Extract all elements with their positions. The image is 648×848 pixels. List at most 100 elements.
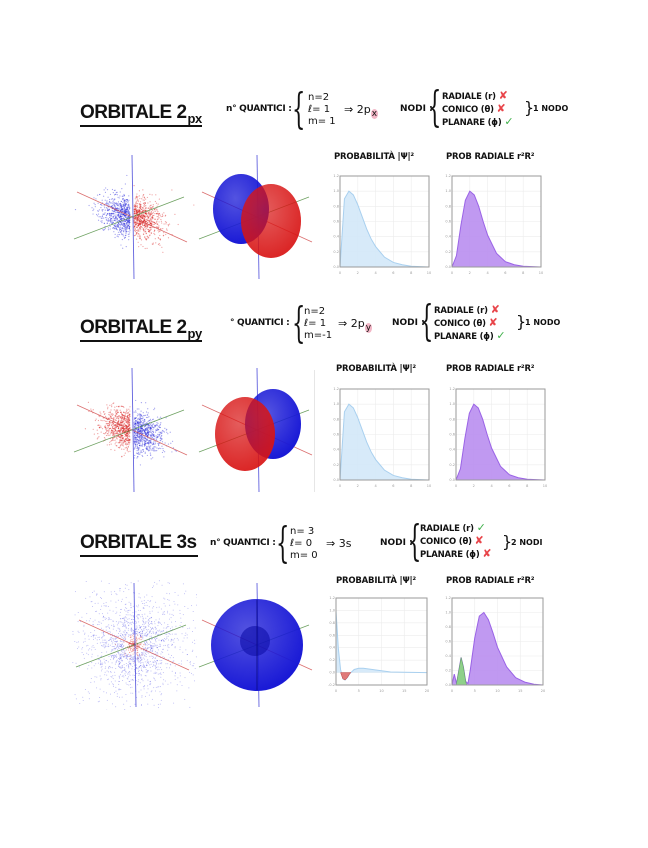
point: [167, 663, 169, 665]
point: [111, 205, 113, 207]
point: [137, 216, 139, 219]
point: [126, 220, 128, 222]
point: [117, 640, 119, 642]
point: [137, 655, 139, 657]
point: [153, 208, 156, 211]
point: [192, 631, 194, 633]
point: [136, 217, 138, 219]
point: [117, 234, 119, 236]
point: [143, 215, 145, 217]
point: [122, 641, 124, 643]
point: [108, 204, 110, 206]
point: [144, 220, 146, 222]
point: [121, 421, 124, 424]
point: [129, 438, 131, 441]
point: [109, 411, 111, 413]
point: [141, 216, 143, 218]
point: [115, 660, 117, 662]
point: [152, 655, 154, 657]
point: [135, 637, 137, 639]
point: [141, 654, 143, 656]
axis-y: [73, 409, 185, 453]
axis-z: [131, 367, 135, 493]
point: [142, 449, 144, 451]
point: [128, 624, 130, 626]
point: [154, 638, 156, 640]
point: [124, 440, 127, 442]
point: [135, 232, 138, 235]
point: [110, 414, 112, 416]
point: [157, 237, 160, 239]
point: [118, 220, 120, 222]
point: [110, 218, 112, 220]
point: [144, 425, 146, 427]
point: [126, 622, 128, 624]
point: [152, 431, 155, 434]
prob-chart-title: PROBABILITÀ |Ψ|²: [336, 364, 416, 374]
point: [158, 686, 160, 688]
point: [90, 678, 92, 680]
point: [125, 435, 127, 437]
point: [134, 222, 136, 224]
point: [139, 201, 142, 203]
point: [121, 696, 123, 698]
point: [82, 696, 84, 698]
point: [138, 209, 140, 211]
point: [92, 209, 94, 212]
point: [135, 211, 137, 213]
point: [120, 657, 122, 659]
point: [129, 623, 131, 625]
point: [120, 634, 122, 636]
point: [155, 632, 157, 634]
point: [134, 204, 136, 206]
point: [123, 428, 125, 430]
point: [105, 666, 107, 668]
point: [144, 225, 146, 227]
point: [103, 436, 106, 439]
point: [117, 425, 119, 427]
point: [158, 226, 160, 228]
point: [153, 450, 155, 452]
node-radial: RADIALE (r) ✘: [434, 304, 505, 317]
point: [136, 628, 138, 630]
point: [124, 438, 126, 440]
point: [133, 219, 136, 221]
point: [169, 593, 171, 595]
point: [173, 641, 175, 643]
point: [144, 205, 146, 207]
point: [146, 435, 148, 437]
point: [118, 661, 120, 663]
point: [147, 442, 149, 444]
point: [105, 626, 107, 628]
point: [162, 682, 164, 684]
point: [160, 663, 162, 665]
quantum-label: n° QUANTICI :: [226, 104, 292, 114]
point: [122, 230, 125, 232]
point: [123, 454, 125, 456]
point: [151, 425, 153, 427]
point: [146, 414, 148, 416]
point: [148, 624, 150, 626]
point: [149, 646, 151, 648]
point: [100, 670, 102, 672]
point: [125, 228, 127, 231]
point: [128, 420, 130, 422]
point: [141, 428, 143, 430]
point: [135, 423, 137, 425]
point: [140, 205, 142, 208]
point: [117, 214, 119, 216]
point: [139, 633, 141, 635]
point: [121, 207, 123, 209]
point: [114, 193, 116, 195]
point: [120, 419, 122, 421]
node-label: RADIALE (r): [434, 306, 488, 316]
point: [126, 209, 129, 211]
point: [127, 425, 129, 427]
point: [99, 639, 101, 641]
point: [113, 432, 115, 434]
point: [108, 627, 110, 629]
point: [115, 661, 117, 663]
point: [121, 665, 123, 667]
point: [139, 227, 141, 229]
point: [140, 644, 142, 646]
